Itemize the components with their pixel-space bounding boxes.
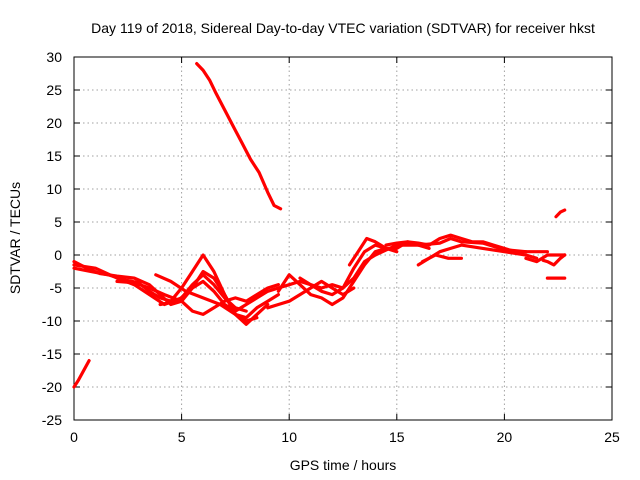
- y-tick-label: -15: [42, 346, 62, 362]
- y-tick-label: 30: [46, 49, 62, 65]
- satellite-track-16: [541, 253, 567, 267]
- satellite-track-19: [195, 61, 283, 211]
- data-series: [72, 61, 567, 389]
- satellite-track-1: [72, 359, 91, 389]
- y-tick-label: -20: [42, 379, 62, 395]
- x-tick-label: 0: [70, 429, 78, 445]
- chart-title: Day 119 of 2018, Sidereal Day-to-day VTE…: [91, 20, 595, 36]
- x-tick-label: 15: [389, 429, 405, 445]
- x-tick-label: 25: [604, 429, 620, 445]
- y-tick-label: 0: [54, 247, 62, 263]
- satellite-track-8: [266, 279, 356, 310]
- y-tick-label: 20: [46, 115, 62, 131]
- y-tick-label: -25: [42, 412, 62, 428]
- plot-frame: [73, 56, 613, 421]
- y-tick-label: -10: [42, 313, 62, 329]
- y-tick-label: 5: [54, 214, 62, 230]
- satellite-track-14: [421, 253, 463, 264]
- y-tick-label: 15: [46, 148, 62, 164]
- satellite-track-6: [158, 269, 259, 323]
- satellite-track-5: [115, 279, 280, 316]
- y-axis-label: SDTVAR / TECUs: [7, 182, 23, 294]
- x-tick-label: 20: [497, 429, 513, 445]
- x-axis-label: GPS time / hours: [290, 457, 397, 473]
- x-tick-label: 5: [178, 429, 186, 445]
- satellite-track-12: [384, 233, 528, 254]
- y-tick-label: 10: [46, 181, 62, 197]
- grid: [74, 57, 612, 420]
- axis-ticks: [73, 56, 613, 421]
- y-tick-label: -5: [50, 280, 63, 296]
- x-tick-label: 10: [281, 429, 297, 445]
- satellite-track-2: [72, 243, 399, 313]
- tick-labels: 0 5 10 15 20 25 -25 -20 -15 -10 -5 0 5 10 15 20 25 30: [42, 49, 620, 445]
- satellite-track-7: [154, 273, 270, 326]
- y-tick-label: 25: [46, 82, 62, 98]
- satellite-track-18: [554, 208, 567, 219]
- satellite-track-15: [524, 253, 567, 264]
